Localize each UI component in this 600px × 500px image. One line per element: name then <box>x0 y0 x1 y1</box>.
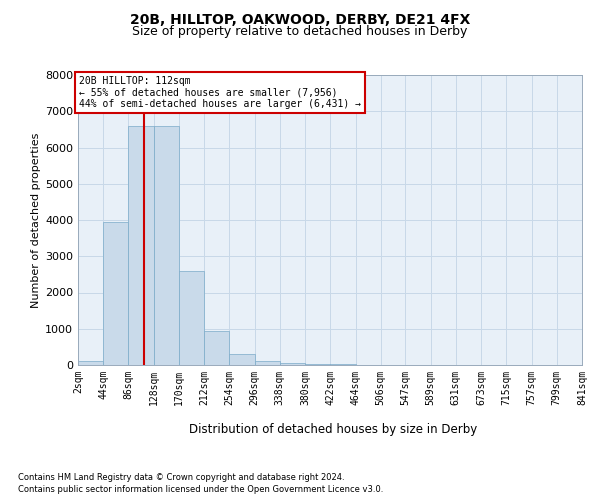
Bar <box>229 354 254 365</box>
Text: 20B, HILLTOP, OAKWOOD, DERBY, DE21 4FX: 20B, HILLTOP, OAKWOOD, DERBY, DE21 4FX <box>130 12 470 26</box>
Text: Contains HM Land Registry data © Crown copyright and database right 2024.: Contains HM Land Registry data © Crown c… <box>18 472 344 482</box>
Bar <box>78 362 103 365</box>
Bar <box>103 222 128 365</box>
Y-axis label: Number of detached properties: Number of detached properties <box>31 132 41 308</box>
Bar <box>204 330 229 365</box>
Bar <box>179 271 204 365</box>
Bar <box>280 363 305 365</box>
Text: Distribution of detached houses by size in Derby: Distribution of detached houses by size … <box>189 422 477 436</box>
Bar <box>331 364 356 365</box>
Text: 20B HILLTOP: 112sqm
← 55% of detached houses are smaller (7,956)
44% of semi-det: 20B HILLTOP: 112sqm ← 55% of detached ho… <box>79 76 361 109</box>
Bar <box>305 364 331 365</box>
Bar <box>154 126 179 365</box>
Text: Contains public sector information licensed under the Open Government Licence v3: Contains public sector information licen… <box>18 485 383 494</box>
Bar <box>254 360 280 365</box>
Text: Size of property relative to detached houses in Derby: Size of property relative to detached ho… <box>133 25 467 38</box>
Bar <box>128 126 154 365</box>
